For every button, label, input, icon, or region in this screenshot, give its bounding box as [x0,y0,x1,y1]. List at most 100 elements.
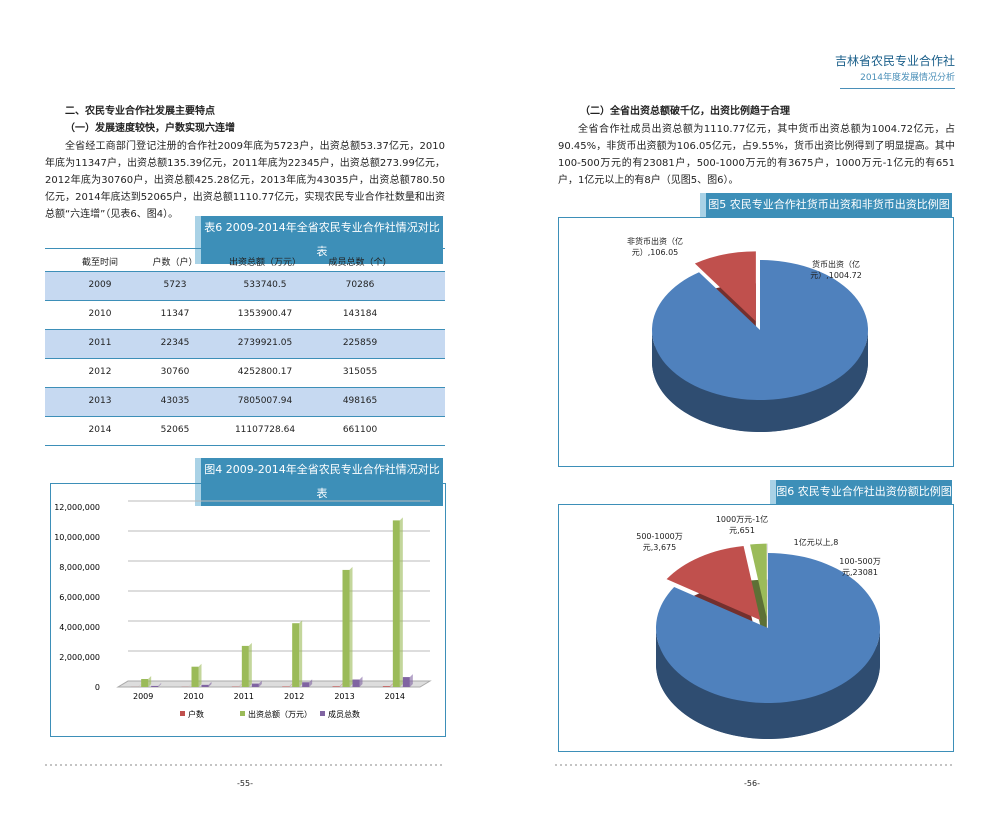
bar [332,686,340,687]
bar-side [158,682,162,687]
figure6-frame [558,504,954,752]
legend-label: 出资总额（万元） [248,709,312,719]
table-row [45,387,445,416]
x-tick-label: 2014 [385,692,405,701]
bar-side [148,675,152,687]
pie-slice [694,251,756,322]
table-cell: 315055 [342,367,378,377]
y-tick-label: 8,000,000 [59,563,100,572]
x-tick-label: 2011 [234,692,254,701]
table-cell: 2010 [88,309,112,319]
x-tick-label: 2012 [284,692,304,701]
y-tick-label: 0 [95,683,100,692]
pie-slice [652,260,868,400]
x-tick-label: 2013 [334,692,354,701]
bar-side [409,674,413,687]
bar-side [389,683,393,687]
table-header: 截至时间 [81,258,118,268]
bar-side [208,681,212,687]
paragraph-right: 全省合作社成员出资总额为1110.77亿元，其中货币出资总额为1004.72亿元… [558,124,955,186]
legend-label: 户数 [188,709,204,719]
page-number: -55- [237,779,253,788]
table-cell: 22345 [160,338,190,348]
bar [352,679,360,687]
y-tick-label: 10,000,000 [54,533,100,542]
y-tick-label: 2,000,000 [59,653,100,662]
bar-side [349,566,353,687]
table-cell: 11347 [160,309,190,319]
pie-label: 货币出资（亿元）,1004.72 [810,260,862,280]
header-title: 吉林省农民专业合作社 [834,54,955,68]
bar [251,683,259,687]
subheading: （一）发展速度较快，户数实现六连增 [65,123,235,134]
pie-slice [750,543,767,619]
table-cell: 52065 [160,425,190,435]
pie-label: 100-500万元,23081 [839,557,881,577]
table-cell: 143184 [342,309,378,319]
table-cell: 4252800.17 [237,367,293,377]
pie-label: 500-1000万元,3,675 [636,532,683,552]
table-cell: 43035 [160,396,190,406]
table-cell: 533740.5 [243,280,287,290]
table-header: 成员总数（个） [328,258,392,268]
table-cell: 2011 [88,338,112,348]
table-row [45,300,445,329]
plot-floor [116,680,432,688]
table-cell: 1353900.47 [237,309,293,319]
bar [141,678,149,687]
bar [302,682,310,687]
legend-label: 成员总数 [328,709,360,719]
table-row [45,329,445,358]
pie-slice [656,553,881,703]
pie-label: 非货币出资（亿元）,106.05 [627,237,683,257]
subheading-right: （二）全省出资总额破千亿，出资比例趋于合理 [580,106,790,117]
table-cell: 2739921.05 [237,338,293,348]
bar [191,666,199,687]
pie-slice [666,545,761,621]
figure6-title: 图6 农民专业合作社出资份额比例图 [770,480,952,504]
header-subtitle: 2014年度发展情况分析 [860,73,955,83]
figure4-title: 图4 2009-2014年全省农民专业合作社情况对比表 [195,458,443,506]
table-header: 出资总额（万元） [228,258,301,268]
figure4-frame [50,483,446,737]
bar-side [339,683,343,687]
table-cell: 30760 [160,367,190,377]
bar-side [309,679,313,687]
table-cell: 225859 [342,338,378,348]
bar-side [399,517,403,687]
table-cell: 2012 [88,367,112,377]
x-tick-label: 2010 [183,692,203,701]
table-row [45,271,445,300]
bar-side [198,663,202,687]
bar [201,684,209,687]
table-title: 表6 2009-2014年全省农民专业合作社情况对比表 [195,216,443,264]
bar-side [248,642,252,687]
bar [151,685,159,687]
pie-label: 1000万元-1亿元,651 [715,515,769,535]
bar [241,645,249,687]
bar-side [188,683,192,687]
bar-side [359,676,363,687]
table-cell: 2009 [88,280,112,290]
table-cell: 498165 [342,396,378,406]
table-cell: 5723 [163,280,187,290]
table-cell: 11107728.64 [234,425,296,435]
paragraph: 全省经工商部门登记注册的合作社2009年底为5723户，出资总额53.37亿元，… [45,141,445,220]
figure5-title: 图5 农民专业合作社货币出资和非货币出资比例图 [700,193,952,217]
bar-side [238,683,242,687]
x-tick-label: 2009 [133,692,153,701]
bar [342,569,350,687]
y-tick-label: 6,000,000 [59,593,100,602]
figure5-frame [558,217,954,467]
bar-side [258,680,262,687]
table-header: 户数（户） [152,258,198,268]
bar-side [138,683,142,687]
table-row [45,416,445,445]
heading: 二、农民专业合作社发展主要特点 [65,106,215,117]
bar [402,677,410,687]
table-cell: 2014 [88,425,112,435]
pie-slice-side [652,330,868,432]
bar-side [299,620,303,687]
